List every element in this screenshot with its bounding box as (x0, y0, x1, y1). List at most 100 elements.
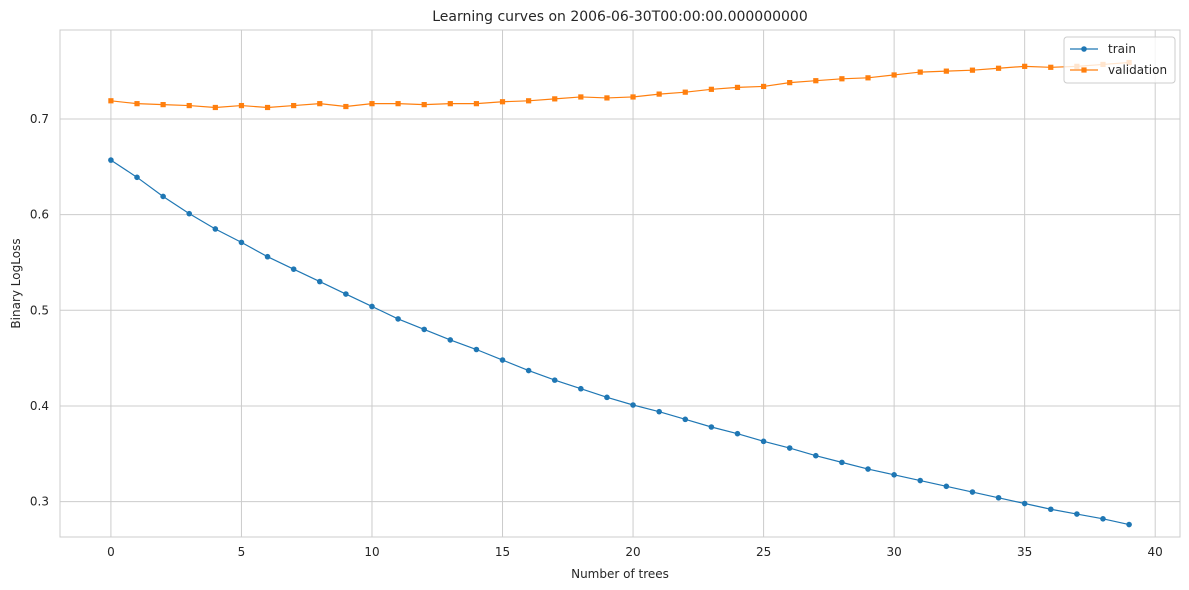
train-point (186, 210, 193, 217)
train-point (865, 466, 871, 472)
validation-point (134, 101, 140, 107)
validation-point (317, 101, 323, 107)
plot-area (60, 30, 1180, 537)
validation-point (604, 95, 610, 101)
validation-point (1048, 64, 1054, 70)
train-point (1021, 500, 1028, 507)
train-point (343, 291, 349, 297)
validation-point (369, 101, 375, 107)
train-point (212, 226, 219, 232)
train-point (917, 477, 924, 484)
y-tick-label: 0.3 (30, 495, 49, 509)
y-tick-label: 0.6 (30, 208, 49, 222)
train-point (995, 494, 1002, 501)
validation-point (1022, 63, 1028, 69)
train-point (264, 253, 271, 260)
train-line (110, 159, 1130, 526)
x-tick-label: 15 (495, 545, 510, 559)
x-tick-label: 5 (238, 545, 246, 559)
train-point (943, 483, 950, 490)
train-point (813, 452, 819, 459)
train-point (786, 445, 793, 451)
train-point (160, 193, 166, 200)
train-point (1074, 511, 1080, 517)
y-tick-label: 0.5 (30, 303, 49, 317)
validation-line (110, 61, 1130, 109)
validation-point (421, 102, 427, 108)
legend-item-train: train (1070, 42, 1136, 56)
train-point (421, 326, 427, 333)
train-point (395, 316, 401, 322)
validation-point (839, 76, 845, 82)
y-tick-labels: 0.3 0.4 0.5 0.6 0.7 (30, 112, 49, 509)
train-point (525, 367, 532, 374)
validation-point (291, 102, 297, 109)
train-point (839, 459, 845, 466)
validation-point (108, 98, 114, 104)
train-point (290, 266, 297, 272)
validation-point (499, 99, 506, 105)
x-tick-label: 20 (625, 545, 640, 559)
validation-point (473, 101, 480, 107)
x-tick-label: 0 (107, 545, 115, 559)
train-point (656, 408, 662, 415)
validation-point (917, 69, 923, 75)
train-point (760, 438, 767, 445)
plot-border (59, 29, 1181, 538)
y-axis-label: Binary LogLoss (9, 238, 23, 328)
validation-point (787, 80, 793, 86)
train-point (578, 385, 584, 392)
train-point (682, 416, 689, 423)
series-train (108, 157, 1132, 528)
validation-point (943, 68, 949, 74)
validation-point (891, 72, 897, 78)
validation-point (212, 104, 218, 111)
validation-point (865, 75, 871, 81)
train-point (447, 337, 454, 343)
validation-point (682, 89, 688, 95)
train-point (734, 430, 741, 437)
validation-point (760, 83, 767, 90)
validation-point (656, 91, 662, 97)
train-point (969, 489, 976, 495)
validation-point (813, 78, 819, 84)
legend-label: train (1108, 42, 1136, 56)
validation-point (552, 96, 558, 102)
validation-point (969, 67, 976, 73)
train-point (108, 157, 114, 163)
validation-point (995, 65, 1002, 71)
x-tick-label: 35 (1017, 545, 1032, 559)
train-point (708, 424, 715, 430)
train-point (1047, 506, 1054, 513)
validation-point (343, 103, 349, 110)
train-point (1100, 516, 1106, 522)
train-point (1126, 521, 1132, 528)
train-point (499, 357, 506, 363)
validation-point (160, 102, 166, 108)
validation-point (395, 101, 401, 107)
validation-point (526, 98, 532, 104)
legend-marker (1081, 46, 1087, 52)
train-point (134, 174, 140, 181)
y-tick-label: 0.4 (30, 399, 49, 413)
x-tick-label: 10 (364, 545, 379, 559)
validation-point (578, 94, 584, 100)
legend-marker (1081, 67, 1087, 73)
validation-point (630, 94, 636, 100)
grid (60, 30, 1180, 537)
train-point (238, 239, 245, 246)
train-point (551, 377, 558, 383)
train-point (369, 303, 375, 310)
chart-title: Learning curves on 2006-06-30T00:00:00.0… (432, 9, 808, 25)
legend-label: validation (1108, 63, 1167, 77)
y-tick-label: 0.7 (30, 112, 49, 126)
train-point (316, 278, 323, 285)
x-tick-label: 40 (1148, 545, 1163, 559)
validation-point (734, 84, 741, 90)
x-tick-label: 25 (756, 545, 771, 559)
validation-point (708, 86, 714, 92)
validation-point (447, 101, 453, 107)
train-point (891, 472, 897, 478)
validation-point (238, 102, 245, 109)
